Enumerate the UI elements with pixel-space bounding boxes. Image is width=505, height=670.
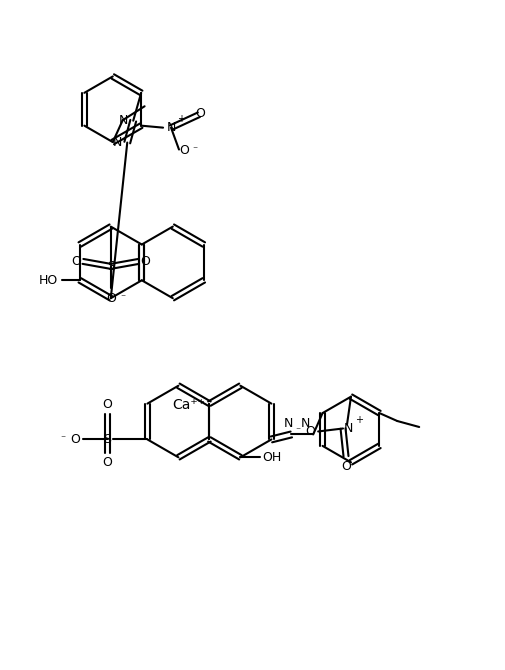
Text: ⁻: ⁻ <box>296 427 301 436</box>
Text: +: + <box>355 415 363 425</box>
Text: ⁻: ⁻ <box>60 434 66 444</box>
Text: S: S <box>104 433 112 446</box>
Text: O: O <box>195 107 205 120</box>
Text: +: + <box>177 114 185 124</box>
Text: ⁻: ⁻ <box>192 145 197 155</box>
Text: N: N <box>343 422 352 435</box>
Text: N: N <box>166 121 176 134</box>
Text: ⁻: ⁻ <box>120 293 125 304</box>
Text: O: O <box>179 144 189 157</box>
Text: N: N <box>284 417 293 430</box>
Text: O: O <box>306 425 315 438</box>
Text: O: O <box>103 456 113 469</box>
Text: N: N <box>300 417 310 430</box>
Text: O: O <box>141 255 150 268</box>
Text: O: O <box>106 291 116 305</box>
Text: S: S <box>107 260 115 273</box>
Text: OH: OH <box>263 451 282 464</box>
Text: O: O <box>341 460 351 473</box>
Text: Ca⁺⁺: Ca⁺⁺ <box>172 397 205 411</box>
Text: N: N <box>119 114 128 127</box>
Text: O: O <box>103 398 113 411</box>
Text: HO: HO <box>38 274 58 287</box>
Text: O: O <box>70 433 80 446</box>
Text: N: N <box>113 136 122 149</box>
Text: O: O <box>71 255 81 268</box>
